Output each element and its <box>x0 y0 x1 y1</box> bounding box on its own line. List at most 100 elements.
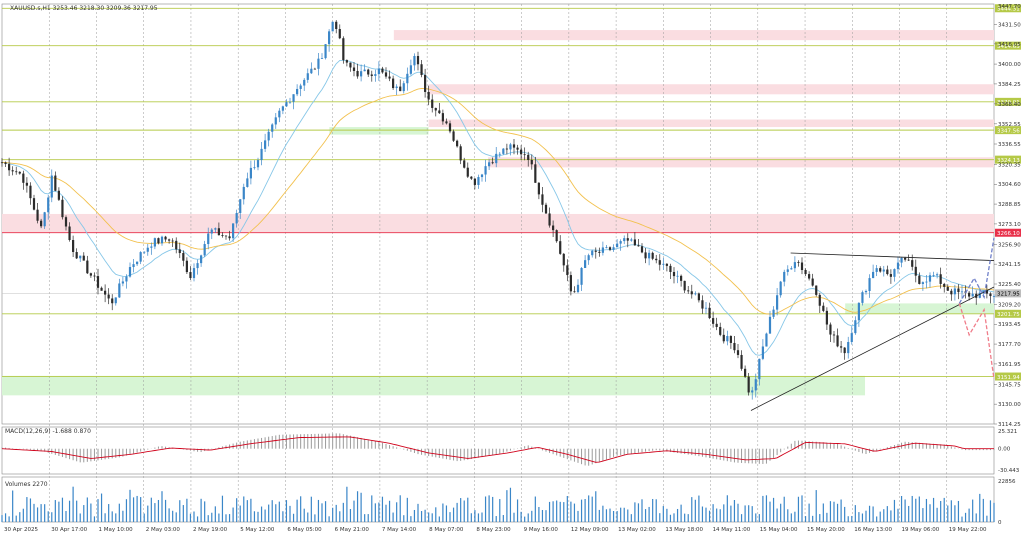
candle-body <box>303 79 306 86</box>
level-price-tag <box>995 372 1021 381</box>
candle-body <box>808 274 811 279</box>
candle <box>285 99 288 108</box>
candle <box>576 279 580 294</box>
slow-ma-line <box>1 87 995 315</box>
candle <box>541 186 544 213</box>
candle-body <box>530 159 533 165</box>
current-price-tag <box>995 289 1021 298</box>
candle-body <box>100 287 103 291</box>
candle-body <box>552 225 555 231</box>
candle-body <box>559 241 562 254</box>
candle-body <box>761 346 764 359</box>
candle <box>847 336 850 359</box>
candle <box>648 249 651 266</box>
candle <box>395 84 398 96</box>
candle-body <box>431 99 434 108</box>
macd-label: MACD(12,26,9) -1.688 0.870 <box>5 428 91 435</box>
candle-body <box>68 226 71 241</box>
time-label: 8 May 23:00 <box>476 527 511 533</box>
bullish-projection[interactable] <box>958 237 995 304</box>
candle <box>872 264 875 279</box>
candle <box>118 278 121 298</box>
candle <box>658 254 661 271</box>
candle <box>143 251 146 255</box>
candle <box>822 302 825 313</box>
candle <box>584 255 587 269</box>
support-trend-line[interactable] <box>750 286 995 411</box>
candle <box>776 288 779 316</box>
candle-body <box>61 199 64 218</box>
price-tick-label: 3431.50 <box>998 22 1021 28</box>
candle <box>818 292 821 314</box>
candle <box>313 67 316 70</box>
candle <box>288 97 292 104</box>
candle-body <box>338 29 341 39</box>
candle <box>4 161 7 167</box>
candle <box>274 113 277 129</box>
candle-body <box>907 259 910 261</box>
candle-body <box>239 199 242 213</box>
candle-body <box>875 268 878 272</box>
candle-body <box>936 274 939 276</box>
candle <box>232 223 235 242</box>
candle <box>477 174 480 189</box>
candle <box>815 285 818 297</box>
candle-body <box>776 295 779 310</box>
candle <box>879 266 882 273</box>
candle-body <box>189 272 192 279</box>
candle <box>303 78 306 91</box>
candle-body <box>395 86 398 89</box>
candle <box>680 274 683 287</box>
candle <box>832 330 836 343</box>
candle <box>971 286 974 297</box>
candle-body <box>0 162 4 164</box>
candle <box>655 254 658 264</box>
candle <box>925 275 928 289</box>
price-tick-label: 3225.40 <box>998 282 1021 288</box>
candle <box>733 335 736 354</box>
candle <box>445 118 448 125</box>
candle <box>32 194 36 211</box>
candle-body <box>822 305 825 311</box>
candle-body <box>79 255 82 259</box>
candle <box>811 273 814 287</box>
candle-body <box>182 253 185 261</box>
candle <box>217 222 220 236</box>
candle <box>200 254 203 267</box>
candle-body <box>150 246 153 248</box>
candle-body <box>121 281 124 284</box>
candle <box>36 202 39 224</box>
candle <box>509 142 512 156</box>
candle <box>740 350 743 371</box>
candle <box>768 310 772 334</box>
candle <box>253 160 256 170</box>
candle-body <box>157 238 160 244</box>
candle <box>683 280 686 293</box>
candle <box>992 294 996 303</box>
price-tick-label: 3384.25 <box>998 82 1021 88</box>
candle-body <box>25 182 28 186</box>
candle <box>662 257 665 270</box>
candle-body <box>520 149 523 155</box>
time-label: 30 Apr 17:00 <box>51 527 87 533</box>
candle <box>516 144 519 155</box>
candle-body <box>43 212 46 227</box>
bearish-projection[interactable] <box>958 303 995 380</box>
candle-body <box>160 236 164 244</box>
candle-body <box>299 85 302 89</box>
candle-body <box>235 212 238 224</box>
candle <box>463 157 466 169</box>
candle-body <box>488 162 491 167</box>
candle-body <box>886 269 889 275</box>
candle-body <box>292 94 295 102</box>
candle <box>107 288 110 305</box>
demand-zone <box>845 303 994 314</box>
drawings[interactable] <box>750 237 995 411</box>
candle-body <box>840 346 843 348</box>
candle <box>900 257 903 268</box>
resistance-trend-line[interactable] <box>790 252 995 261</box>
candle-body <box>274 117 277 125</box>
candle-body <box>982 290 985 293</box>
